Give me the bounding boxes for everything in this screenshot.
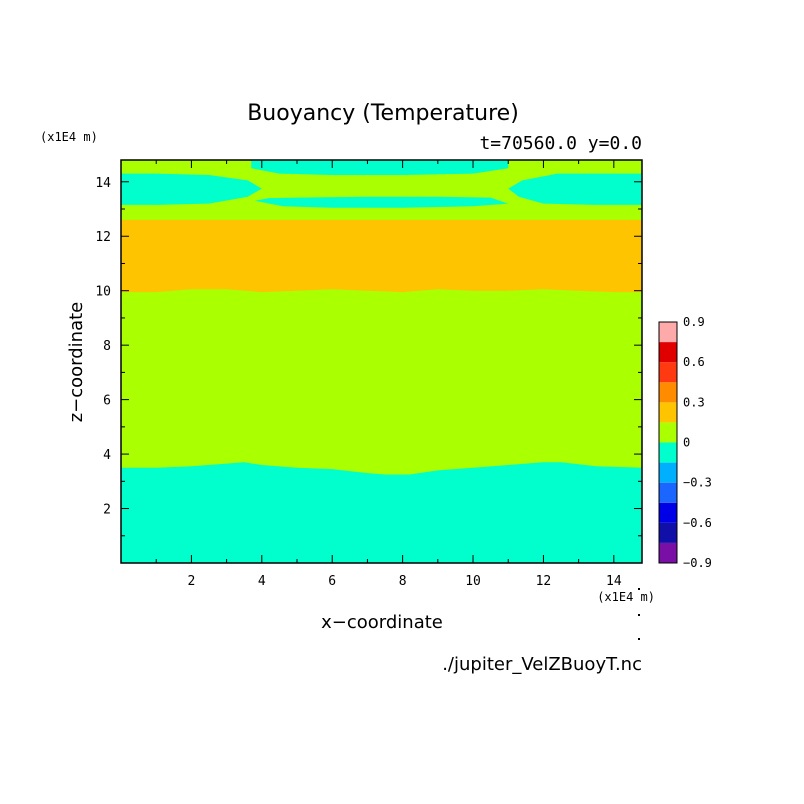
- colorbar-tick-label: −0.9: [683, 556, 712, 570]
- colorbar-segment: [659, 402, 677, 423]
- colorbar-tick-label: 0.9: [683, 315, 705, 329]
- region-thin-center-band: [254, 196, 509, 208]
- x-tick-label: 8: [399, 574, 407, 589]
- colorbar-segment: [659, 342, 677, 363]
- region-upper-left-band: [121, 173, 262, 205]
- x-axis-label: x−coordinate: [321, 612, 443, 633]
- source-mark: [638, 614, 640, 616]
- chart-title: Buoyancy (Temperature): [247, 101, 519, 126]
- y-tick-label: 12: [95, 230, 111, 245]
- colorbar-segment: [659, 442, 677, 463]
- region-warm-layer: [121, 219, 642, 293]
- x-tick-label: 4: [258, 574, 266, 589]
- x-tick-label: 2: [187, 574, 195, 589]
- colorbar-tick-label: −0.3: [683, 476, 712, 490]
- colorbar-segment: [659, 422, 677, 443]
- y-tick-label: 2: [103, 503, 111, 518]
- y-axis-label: z−coordinate: [66, 302, 87, 423]
- region-upper-right-band: [508, 173, 642, 205]
- y-tick-label: 10: [95, 285, 111, 300]
- plot-frame: [120, 159, 643, 564]
- y-tick-label: 8: [103, 339, 111, 354]
- x-tick-label: 12: [536, 574, 552, 589]
- source-mark: [638, 638, 640, 640]
- source-mark: [638, 588, 640, 590]
- region-top-center-band: [251, 160, 509, 175]
- colorbar-segment: [659, 382, 677, 403]
- colorbar-segment: [659, 322, 677, 343]
- colorbar-tick-label: 0.6: [683, 355, 705, 369]
- y-axis: 2 4 6 8 10 12 14: [95, 176, 642, 537]
- region-lower-layer: [121, 462, 642, 563]
- colorbar: 0.9 0.6 0.3 0 −0.3 −0.6 −0.9: [658, 315, 712, 570]
- colorbar-tick-label: 0.3: [683, 395, 705, 409]
- y-unit-label: (x1E4 m): [40, 130, 98, 144]
- y-tick-label: 14: [95, 176, 111, 191]
- x-unit-label: (x1E4 m): [597, 590, 655, 604]
- plot-regions: [121, 160, 642, 563]
- colorbar-segment: [659, 482, 677, 503]
- colorbar-segment: [659, 542, 677, 563]
- colorbar-segment: [659, 362, 677, 383]
- colorbar-tick-label: −0.6: [683, 516, 712, 530]
- x-tick-label: 14: [606, 574, 622, 589]
- x-tick-label: 6: [328, 574, 336, 589]
- colorbar-tick-label: 0: [683, 436, 690, 450]
- x-tick-label: 10: [465, 574, 481, 589]
- y-tick-label: 6: [103, 394, 111, 409]
- y-tick-label: 4: [103, 448, 111, 463]
- colorbar-segment: [659, 462, 677, 483]
- colorbar-segment: [659, 522, 677, 543]
- colorbar-segment: [659, 502, 677, 523]
- source-marks: [638, 588, 640, 640]
- x-axis: 2 4 6 8 10 12 14: [155, 160, 622, 589]
- colorbar-frame: [658, 321, 678, 564]
- chart-subtitle: t=70560.0 y=0.0: [479, 133, 642, 154]
- source-file-label: ./jupiter_VelZBuoyT.nc: [442, 654, 642, 675]
